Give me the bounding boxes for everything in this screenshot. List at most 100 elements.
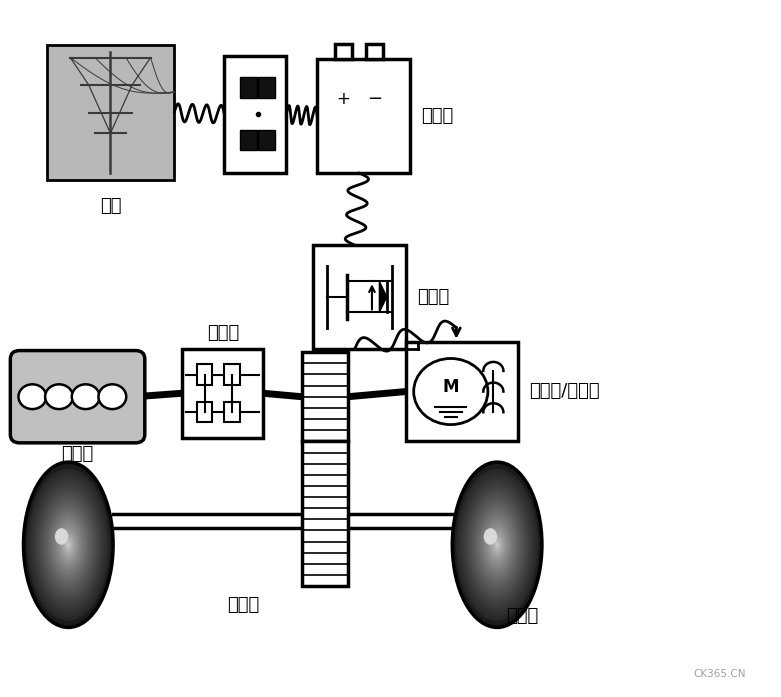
Circle shape xyxy=(414,358,488,424)
Bar xyxy=(258,130,275,151)
Ellipse shape xyxy=(55,528,68,545)
Ellipse shape xyxy=(465,487,529,603)
Text: CK365.CN: CK365.CN xyxy=(694,669,746,679)
Ellipse shape xyxy=(480,514,514,575)
Ellipse shape xyxy=(471,497,523,593)
Ellipse shape xyxy=(51,512,86,578)
Ellipse shape xyxy=(53,517,84,573)
Ellipse shape xyxy=(55,519,82,570)
Text: 逆变器: 逆变器 xyxy=(418,288,450,306)
Bar xyxy=(197,365,212,385)
Ellipse shape xyxy=(27,469,109,621)
Ellipse shape xyxy=(469,491,526,598)
Text: 减速器: 减速器 xyxy=(227,597,260,615)
Ellipse shape xyxy=(44,499,93,590)
Ellipse shape xyxy=(49,510,87,580)
Ellipse shape xyxy=(491,535,503,555)
Ellipse shape xyxy=(489,530,505,560)
Ellipse shape xyxy=(57,525,80,565)
FancyBboxPatch shape xyxy=(10,351,144,443)
Ellipse shape xyxy=(482,517,512,573)
Ellipse shape xyxy=(34,482,102,608)
Bar xyxy=(240,77,257,98)
Ellipse shape xyxy=(478,510,516,580)
Ellipse shape xyxy=(493,537,501,553)
Ellipse shape xyxy=(452,462,542,627)
Bar xyxy=(313,245,406,348)
Ellipse shape xyxy=(64,537,73,553)
Ellipse shape xyxy=(23,462,113,627)
Bar xyxy=(197,401,212,422)
Text: +: + xyxy=(336,90,350,108)
Ellipse shape xyxy=(33,479,104,611)
Bar xyxy=(258,77,275,98)
Ellipse shape xyxy=(487,527,507,562)
Ellipse shape xyxy=(464,484,530,606)
Ellipse shape xyxy=(483,519,511,570)
Ellipse shape xyxy=(59,527,78,562)
Ellipse shape xyxy=(60,530,77,560)
Ellipse shape xyxy=(67,542,70,547)
Text: −: − xyxy=(367,90,382,108)
Circle shape xyxy=(45,384,73,409)
Bar xyxy=(224,365,240,385)
Bar xyxy=(240,130,257,151)
Circle shape xyxy=(72,384,100,409)
Ellipse shape xyxy=(45,502,91,588)
Ellipse shape xyxy=(62,532,75,558)
Ellipse shape xyxy=(37,487,100,603)
Ellipse shape xyxy=(494,539,500,550)
Ellipse shape xyxy=(39,491,97,598)
Bar xyxy=(301,352,348,441)
Bar xyxy=(301,441,348,586)
Ellipse shape xyxy=(38,489,98,601)
Text: 电网: 电网 xyxy=(100,197,121,215)
Text: 驱动轮: 驱动轮 xyxy=(506,607,539,625)
Ellipse shape xyxy=(35,484,102,606)
Bar xyxy=(224,401,240,422)
Ellipse shape xyxy=(52,514,85,575)
Ellipse shape xyxy=(46,504,91,585)
Bar xyxy=(224,56,286,173)
Ellipse shape xyxy=(456,469,538,621)
Ellipse shape xyxy=(30,474,107,615)
Polygon shape xyxy=(380,282,387,312)
Ellipse shape xyxy=(62,535,73,555)
Text: M: M xyxy=(443,378,459,397)
Text: 发动机: 发动机 xyxy=(62,445,94,463)
Bar xyxy=(366,44,383,59)
Bar xyxy=(47,45,174,180)
Text: 变速器: 变速器 xyxy=(207,323,239,342)
Bar xyxy=(182,348,263,438)
Ellipse shape xyxy=(28,471,108,618)
Ellipse shape xyxy=(42,497,95,593)
Ellipse shape xyxy=(457,471,537,618)
Ellipse shape xyxy=(460,476,534,613)
Text: 蓄电池: 蓄电池 xyxy=(422,107,454,125)
Ellipse shape xyxy=(483,528,497,545)
Ellipse shape xyxy=(463,482,532,608)
Ellipse shape xyxy=(458,474,536,615)
Ellipse shape xyxy=(469,494,525,595)
Ellipse shape xyxy=(485,522,509,567)
Bar xyxy=(317,59,410,173)
Text: 电动机/发电机: 电动机/发电机 xyxy=(530,382,601,400)
Ellipse shape xyxy=(56,522,80,567)
Ellipse shape xyxy=(490,532,504,558)
Circle shape xyxy=(19,384,46,409)
Ellipse shape xyxy=(475,504,519,585)
Ellipse shape xyxy=(473,499,522,590)
Ellipse shape xyxy=(496,542,498,547)
Ellipse shape xyxy=(486,525,508,565)
Ellipse shape xyxy=(462,479,533,611)
Ellipse shape xyxy=(476,507,518,583)
Ellipse shape xyxy=(41,494,96,595)
Bar xyxy=(406,342,518,441)
Circle shape xyxy=(98,384,127,409)
Ellipse shape xyxy=(66,539,71,550)
Ellipse shape xyxy=(480,512,515,578)
Ellipse shape xyxy=(467,489,527,601)
Ellipse shape xyxy=(48,507,89,583)
Bar xyxy=(334,44,351,59)
Ellipse shape xyxy=(31,476,105,613)
